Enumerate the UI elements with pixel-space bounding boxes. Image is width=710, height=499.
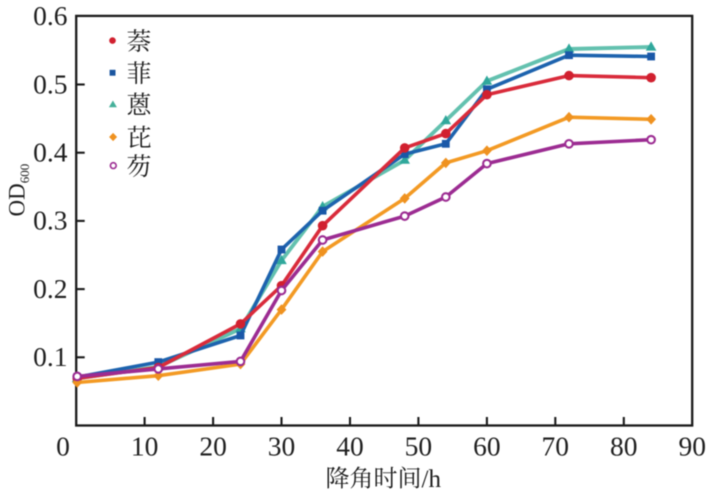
- svg-text:0.1: 0.1: [33, 341, 67, 372]
- svg-text:/h: /h: [422, 466, 442, 493]
- svg-text:60: 60: [473, 431, 501, 462]
- svg-text:90: 90: [678, 431, 706, 462]
- svg-text:0.6: 0.6: [33, 0, 67, 31]
- svg-text:50: 50: [405, 431, 433, 462]
- svg-text:0: 0: [56, 431, 70, 462]
- svg-text:30: 30: [268, 431, 296, 462]
- svg-text:20: 20: [199, 431, 227, 462]
- svg-text:0.4: 0.4: [33, 137, 68, 168]
- svg-text:40: 40: [336, 431, 364, 462]
- svg-text:0.5: 0.5: [33, 68, 67, 99]
- svg-text:0.2: 0.2: [33, 273, 67, 304]
- svg-text:70: 70: [542, 431, 570, 462]
- svg-text:10: 10: [131, 431, 159, 462]
- svg-text:0.3: 0.3: [33, 205, 67, 236]
- svg-text:80: 80: [610, 431, 638, 462]
